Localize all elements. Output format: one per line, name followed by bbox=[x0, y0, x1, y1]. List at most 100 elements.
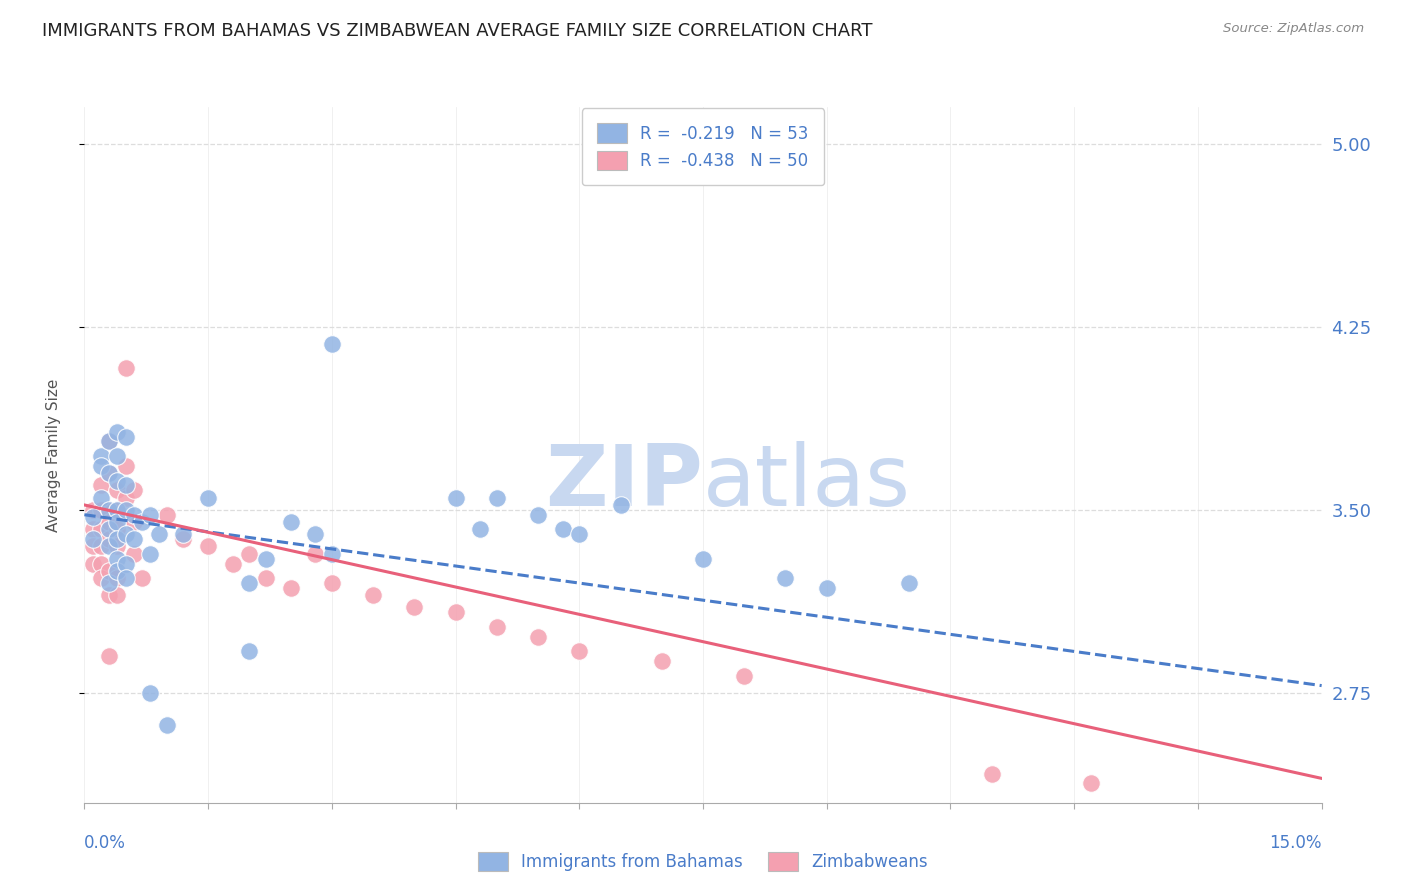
Point bbox=[98, 649, 121, 664]
Point bbox=[98, 467, 121, 481]
Point bbox=[692, 551, 714, 566]
Text: 0.0%: 0.0% bbox=[84, 834, 127, 852]
Point bbox=[485, 491, 508, 505]
Point bbox=[733, 669, 755, 683]
Point bbox=[568, 527, 591, 541]
Point bbox=[114, 458, 136, 473]
Text: IMMIGRANTS FROM BAHAMAS VS ZIMBABWEAN AVERAGE FAMILY SIZE CORRELATION CHART: IMMIGRANTS FROM BAHAMAS VS ZIMBABWEAN AV… bbox=[42, 22, 873, 40]
Point bbox=[90, 449, 112, 463]
Point bbox=[98, 576, 121, 591]
Point bbox=[90, 458, 112, 473]
Point bbox=[321, 336, 343, 351]
Point bbox=[321, 576, 343, 591]
Point bbox=[254, 571, 277, 585]
Point bbox=[114, 429, 136, 443]
Point bbox=[254, 551, 277, 566]
Point bbox=[139, 547, 162, 561]
Point bbox=[361, 588, 384, 602]
Point bbox=[775, 571, 797, 585]
Point bbox=[105, 503, 128, 517]
Point bbox=[90, 478, 112, 492]
Point bbox=[98, 540, 121, 554]
Point bbox=[105, 503, 128, 517]
Point bbox=[444, 606, 467, 620]
Point bbox=[98, 588, 121, 602]
Point bbox=[98, 467, 121, 481]
Point bbox=[139, 508, 162, 522]
Point bbox=[105, 474, 128, 488]
Point bbox=[156, 508, 179, 522]
Point bbox=[280, 515, 302, 529]
Point bbox=[131, 571, 153, 585]
Legend: R =  -0.219   N = 53, R =  -0.438   N = 50: R = -0.219 N = 53, R = -0.438 N = 50 bbox=[582, 109, 824, 186]
Point bbox=[444, 491, 467, 505]
Point bbox=[304, 527, 326, 541]
Point bbox=[105, 522, 128, 536]
Point bbox=[82, 540, 104, 554]
Text: Source: ZipAtlas.com: Source: ZipAtlas.com bbox=[1223, 22, 1364, 36]
Point bbox=[651, 654, 673, 668]
Point bbox=[90, 503, 112, 517]
Point bbox=[238, 644, 260, 658]
Point bbox=[98, 532, 121, 546]
Point bbox=[238, 547, 260, 561]
Point bbox=[82, 510, 104, 524]
Point bbox=[98, 522, 121, 536]
Point bbox=[122, 515, 145, 529]
Point bbox=[122, 483, 145, 498]
Point bbox=[90, 571, 112, 585]
Point bbox=[105, 483, 128, 498]
Point bbox=[114, 361, 136, 376]
Point bbox=[114, 491, 136, 505]
Point bbox=[90, 557, 112, 571]
Point bbox=[82, 522, 104, 536]
Point bbox=[609, 498, 631, 512]
Point bbox=[105, 425, 128, 439]
Point bbox=[815, 581, 838, 595]
Point bbox=[238, 576, 260, 591]
Point bbox=[82, 532, 104, 546]
Point bbox=[114, 503, 136, 517]
Point bbox=[98, 503, 121, 517]
Legend: Immigrants from Bahamas, Zimbabweans: Immigrants from Bahamas, Zimbabweans bbox=[470, 843, 936, 880]
Point bbox=[304, 547, 326, 561]
Point bbox=[114, 557, 136, 571]
Point bbox=[98, 434, 121, 449]
Point bbox=[148, 527, 170, 541]
Point bbox=[898, 576, 921, 591]
Point bbox=[90, 540, 112, 554]
Point bbox=[156, 717, 179, 731]
Point bbox=[98, 515, 121, 529]
Point bbox=[122, 508, 145, 522]
Point bbox=[105, 551, 128, 566]
Point bbox=[105, 449, 128, 463]
Point bbox=[122, 547, 145, 561]
Point bbox=[105, 540, 128, 554]
Y-axis label: Average Family Size: Average Family Size bbox=[46, 378, 60, 532]
Point bbox=[172, 532, 194, 546]
Point bbox=[1080, 776, 1102, 790]
Text: atlas: atlas bbox=[703, 442, 911, 524]
Point bbox=[114, 571, 136, 585]
Point bbox=[114, 478, 136, 492]
Point bbox=[90, 491, 112, 505]
Point bbox=[105, 532, 128, 546]
Point bbox=[197, 540, 219, 554]
Text: 15.0%: 15.0% bbox=[1270, 834, 1322, 852]
Point bbox=[222, 557, 245, 571]
Point bbox=[105, 588, 128, 602]
Point bbox=[485, 620, 508, 634]
Point bbox=[82, 503, 104, 517]
Point bbox=[98, 434, 121, 449]
Point bbox=[321, 547, 343, 561]
Point bbox=[98, 503, 121, 517]
Point bbox=[90, 522, 112, 536]
Point bbox=[527, 508, 550, 522]
Point bbox=[172, 527, 194, 541]
Point bbox=[105, 571, 128, 585]
Point bbox=[105, 564, 128, 578]
Point bbox=[551, 522, 574, 536]
Point bbox=[122, 532, 145, 546]
Point bbox=[470, 522, 492, 536]
Point bbox=[568, 644, 591, 658]
